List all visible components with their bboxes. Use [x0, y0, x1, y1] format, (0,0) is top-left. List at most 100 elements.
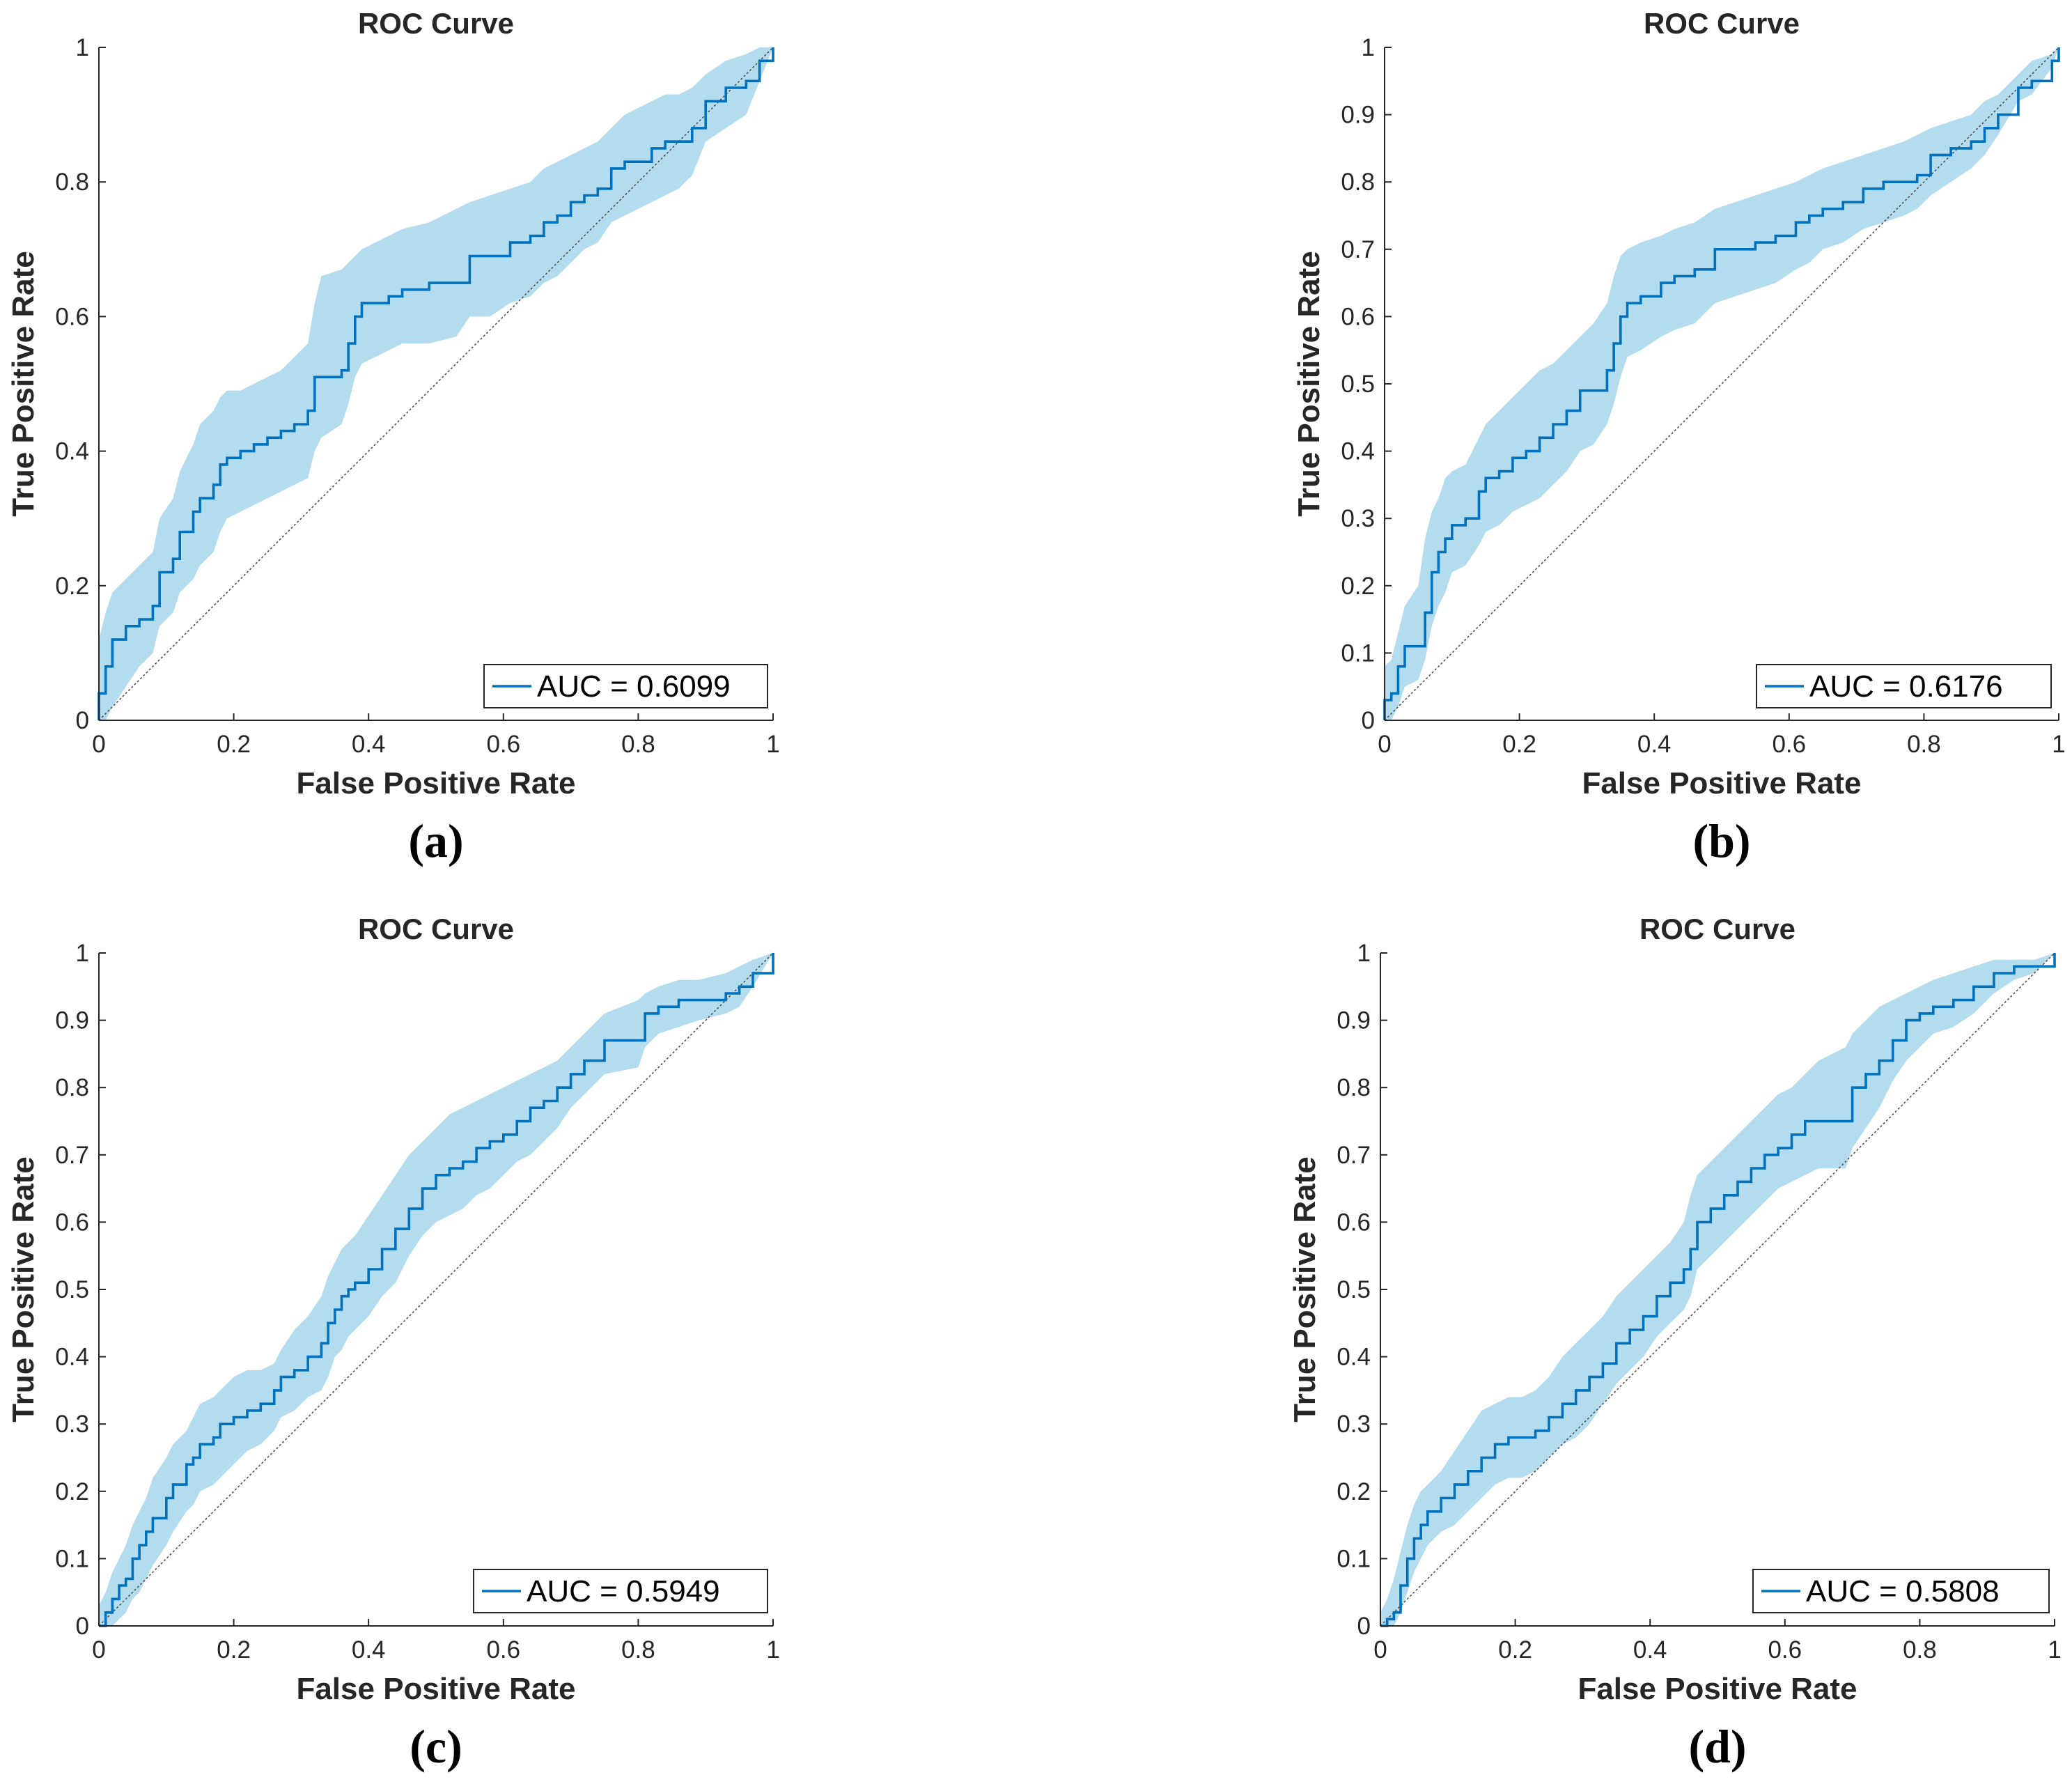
y-tick-label: 0.3 [1337, 1411, 1371, 1438]
x-axis-label: False Positive Rate [296, 766, 575, 800]
x-tick-label: 1 [766, 731, 779, 758]
x-tick-label: 1 [2052, 731, 2065, 758]
x-tick-label: 1 [2048, 1636, 2061, 1664]
roc-chart-c: 0 0.2 0.4 0.6 0.8 1 0 0.1 0.2 0.3 0.4 0.5 0.6 0.7 0.8 0… [6, 913, 780, 1773]
roc-curve-line [1380, 953, 2056, 1627]
confidence-band [99, 47, 773, 720]
y-tick-label: 1 [1362, 34, 1375, 61]
x-tick-label: 0.8 [621, 731, 655, 758]
chart-panel-d: 0 0.2 0.4 0.6 0.8 1 0 0.1 0.2 0.3 0.4 0.5 0.6 0.7 0.8 0… [1036, 895, 2071, 1790]
x-tick-label: 0.6 [1768, 1636, 1802, 1664]
x-tick-label: 0 [1378, 731, 1391, 758]
x-tick-label: 0.8 [1907, 731, 1941, 758]
y-tick-label: 0.7 [55, 1142, 89, 1169]
x-tick-label: 0.2 [217, 731, 251, 758]
y-tick-label: 0.8 [1337, 1074, 1371, 1101]
roc-chart-a: 0 0.2 0.4 0.6 0.8 1 0 0.2 0.4 0.6 0.8 1 ROC Curve Fal… [6, 7, 780, 867]
chart-panel-a: 0 0.2 0.4 0.6 0.8 1 0 0.2 0.4 0.6 0.8 1 ROC Curve Fal… [0, 0, 1036, 895]
x-axis-label: False Positive Rate [1578, 1672, 1857, 1706]
x-axis-label: False Positive Rate [1582, 766, 1861, 800]
y-tick-label: 0.3 [1341, 505, 1375, 532]
y-tick-label: 0.6 [55, 1209, 89, 1236]
x-tick-label: 0.4 [1637, 731, 1672, 758]
y-tick-label: 0.4 [55, 1344, 89, 1371]
y-tick-label: 0.9 [1341, 102, 1375, 129]
y-tick-label: 0.4 [1337, 1344, 1371, 1371]
chance-diagonal-line [1380, 952, 2055, 1627]
legend-box [473, 1569, 768, 1613]
roc-curve-line [99, 953, 774, 1627]
legend: AUC = 0.6099 [483, 664, 768, 708]
y-tick-label: 1 [1357, 940, 1371, 967]
roc-curve-line [1383, 47, 2060, 720]
y-tick-label: 1 [76, 940, 89, 967]
legend-label: AUC = 0.6099 [537, 669, 731, 704]
legend-label: AUC = 0.6176 [1809, 669, 2003, 704]
chance-diagonal-line [98, 47, 774, 721]
x-tick-label: 0.4 [1633, 1636, 1667, 1664]
x-tick-label: 1 [766, 1636, 779, 1664]
chart-title: ROC Curve [1639, 913, 1796, 945]
y-tick-label: 0.4 [55, 438, 89, 465]
legend-box [1752, 1569, 2050, 1613]
legend-box [1756, 664, 2052, 708]
roc-curve-line [98, 47, 774, 720]
x-tick-label: 0.2 [217, 1636, 251, 1664]
panel-label-c: (c) [410, 1720, 462, 1773]
y-tick-label: 0.7 [1337, 1142, 1371, 1169]
y-tick-label: 0 [76, 707, 89, 734]
chart-title: ROC Curve [358, 913, 514, 945]
chart-panel-b: 0 0.2 0.4 0.6 0.8 1 0 0.1 0.2 0.3 0.4 0.5 0.6 0.7 0.8 0… [1036, 0, 2071, 895]
x-axis-label: False Positive Rate [296, 1672, 575, 1706]
panel-label-d: (d) [1688, 1720, 1746, 1773]
x-tick-label: 0 [1373, 1636, 1387, 1664]
y-tick-label: 0.4 [1341, 438, 1375, 465]
y-tick-label: 0.5 [1337, 1276, 1371, 1303]
y-tick-label: 0.9 [55, 1007, 89, 1034]
panel-label-a: (a) [408, 814, 463, 867]
x-tick-label: 0.6 [486, 1636, 520, 1664]
chance-diagonal-line [98, 952, 774, 1627]
confidence-band [1385, 47, 2059, 720]
y-tick-label: 0.9 [1337, 1007, 1371, 1034]
roc-chart-b: 0 0.2 0.4 0.6 0.8 1 0 0.1 0.2 0.3 0.4 0.5 0.6 0.7 0.8 0… [1292, 7, 2066, 867]
chart-title: ROC Curve [358, 7, 514, 40]
y-tick-label: 0.1 [1341, 639, 1375, 667]
y-axis-label: True Positive Rate [6, 251, 40, 516]
y-tick-label: 0.2 [55, 573, 89, 600]
x-tick-label: 0.8 [621, 1636, 655, 1664]
panel-label-b: (b) [1692, 814, 1750, 867]
y-tick-label: 0.8 [55, 1074, 89, 1101]
y-tick-label: 0.8 [55, 169, 89, 196]
y-tick-label: 0.1 [1337, 1545, 1371, 1572]
y-tick-label: 0.3 [55, 1411, 89, 1438]
y-tick-label: 0.7 [1341, 236, 1375, 263]
y-tick-label: 0.1 [55, 1545, 89, 1572]
x-tick-label: 0.2 [1502, 731, 1536, 758]
y-tick-label: 1 [76, 34, 89, 61]
x-tick-label: 0.6 [1772, 731, 1806, 758]
y-tick-label: 0.5 [1341, 371, 1375, 398]
y-axis-label: True Positive Rate [1292, 251, 1326, 516]
legend: AUC = 0.6176 [1756, 664, 2052, 708]
x-tick-label: 0 [92, 1636, 105, 1664]
y-axis-label: True Positive Rate [6, 1156, 40, 1422]
roc-chart-d: 0 0.2 0.4 0.6 0.8 1 0 0.1 0.2 0.3 0.4 0.5 0.6 0.7 0.8 0… [1288, 913, 2062, 1773]
y-tick-label: 0.8 [1341, 169, 1375, 196]
x-tick-label: 0.6 [486, 731, 520, 758]
legend-label: AUC = 0.5949 [527, 1574, 720, 1608]
x-tick-label: 0.2 [1498, 1636, 1532, 1664]
y-axis-label: True Positive Rate [1288, 1156, 1322, 1422]
y-tick-label: 0.6 [1337, 1209, 1371, 1236]
y-tick-label: 0 [1362, 707, 1375, 734]
legend: AUC = 0.5808 [1752, 1569, 2050, 1613]
chart-panel-c: 0 0.2 0.4 0.6 0.8 1 0 0.1 0.2 0.3 0.4 0.5 0.6 0.7 0.8 0… [0, 895, 1036, 1790]
x-tick-label: 0 [92, 731, 105, 758]
legend-label: AUC = 0.5808 [1806, 1574, 2000, 1608]
y-tick-label: 0.2 [1337, 1478, 1371, 1505]
confidence-band [1380, 953, 2055, 1626]
y-tick-label: 0 [76, 1613, 89, 1640]
y-tick-label: 0.5 [55, 1276, 89, 1303]
x-tick-label: 0.4 [352, 731, 386, 758]
y-tick-label: 0.6 [55, 303, 89, 330]
